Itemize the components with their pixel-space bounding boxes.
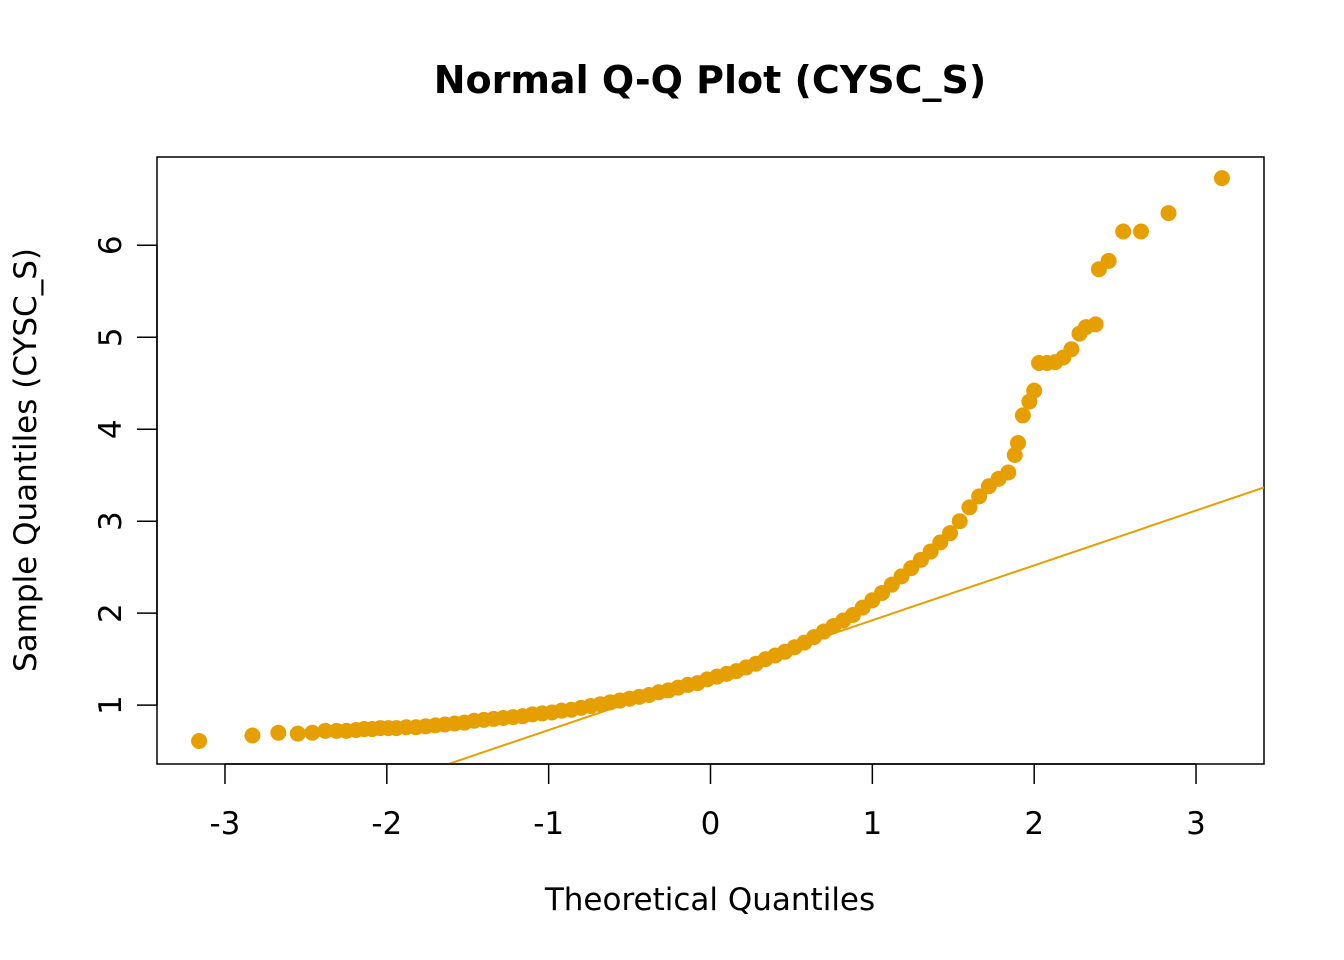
y-tick-label: 4 [93,419,129,439]
data-point [1087,316,1104,333]
y-tick-label: 6 [93,235,129,255]
data-point [317,722,334,739]
x-tick-label: -3 [210,806,241,842]
data-point [1160,205,1177,222]
data-point [1014,407,1031,424]
data-point [1133,223,1149,240]
x-tick-label: 1 [862,806,882,842]
data-point [1100,252,1117,269]
data-point [971,488,988,505]
y-tick-label: 3 [93,511,129,531]
data-point [1000,464,1017,481]
y-axis: 1 2 3 4 5 6 [93,235,158,715]
x-tick-label: 3 [1186,806,1206,842]
data-point [1026,382,1043,399]
data-point [270,724,287,741]
chart-title: Normal Q-Q Plot (CYSC_S) [434,58,987,102]
x-axis-label: Theoretical Quantiles [544,882,875,918]
data-point [951,513,968,530]
y-axis-label: Sample Quantiles (CYSC_S) [8,248,44,672]
x-tick-label: -1 [533,806,564,842]
data-point [1010,435,1026,452]
data-point [304,724,321,741]
x-tick-label: -2 [371,806,402,842]
points-layer [191,170,1230,750]
data-point [961,499,978,516]
y-tick-label: 5 [93,327,129,347]
x-tick-label: 2 [1024,806,1044,842]
data-point [942,525,959,542]
x-tick-label: 0 [701,806,721,842]
x-axis: -3 -2 -1 0 1 2 3 [210,763,1206,842]
data-point [1063,341,1080,358]
data-point [191,733,208,750]
y-tick-label: 1 [93,695,129,715]
data-point [244,727,261,744]
y-tick-label: 2 [93,603,129,623]
data-point [289,725,306,742]
data-point [1213,170,1230,187]
data-point [1115,223,1132,240]
